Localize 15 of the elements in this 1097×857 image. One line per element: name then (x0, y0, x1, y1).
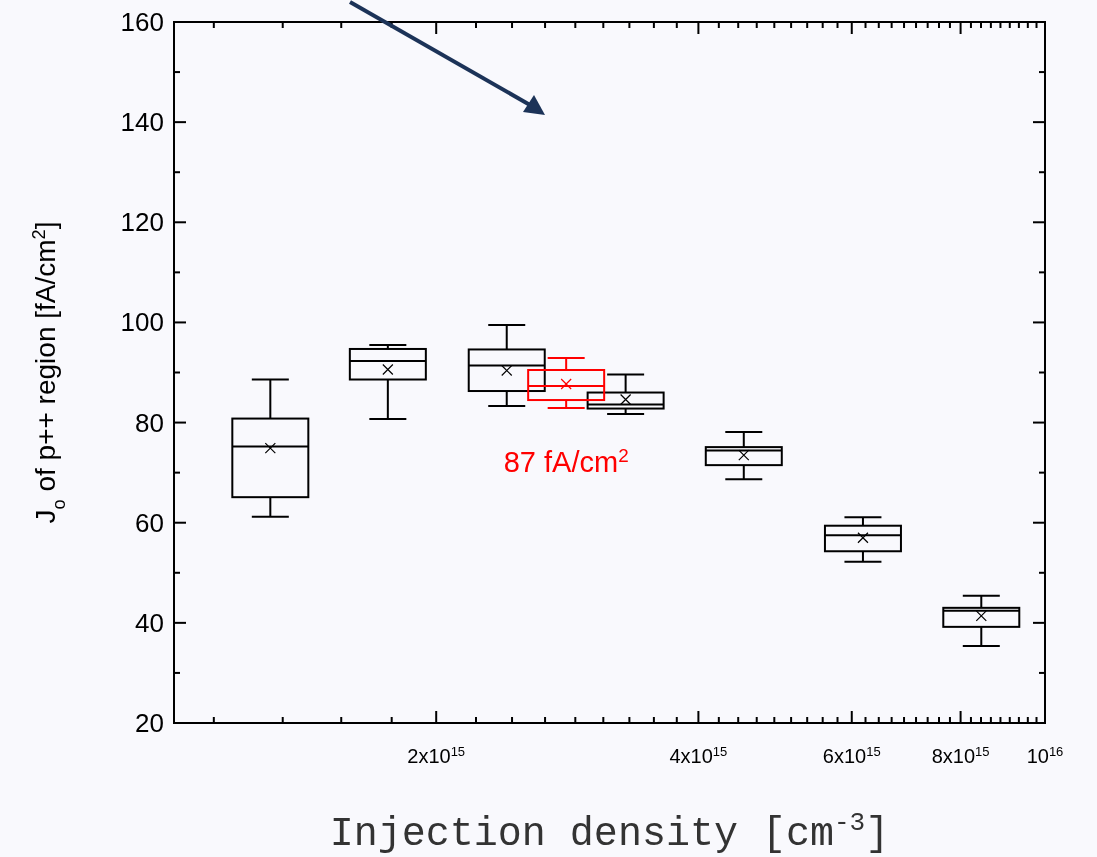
x-tick-label: 2x10$^{15}$ (407, 743, 466, 767)
y-tick-label: 100 (120, 307, 164, 338)
x-tick-label: 4x10$^{15}$ (669, 743, 728, 767)
y-tick-label: 60 (135, 507, 164, 538)
y-tick-label: 140 (120, 107, 164, 138)
x-tick-label: 8x10$^{15}$ (931, 743, 990, 767)
x-tick-label: 6x10$^{15}$ (822, 743, 881, 767)
x-tick-label: 10$^{16}$ (1026, 743, 1064, 767)
y-tick-label: 160 (120, 7, 164, 37)
x-axis-title: Injection density [cm$^{-3}$] (329, 808, 890, 857)
annotation: 87 fA/cm$^{2}$ (503, 444, 629, 479)
y-tick-label: 120 (120, 207, 164, 238)
y-tick-label: 80 (135, 407, 164, 438)
y-tick-label: 40 (135, 607, 164, 638)
y-tick-label: 20 (135, 708, 164, 738)
